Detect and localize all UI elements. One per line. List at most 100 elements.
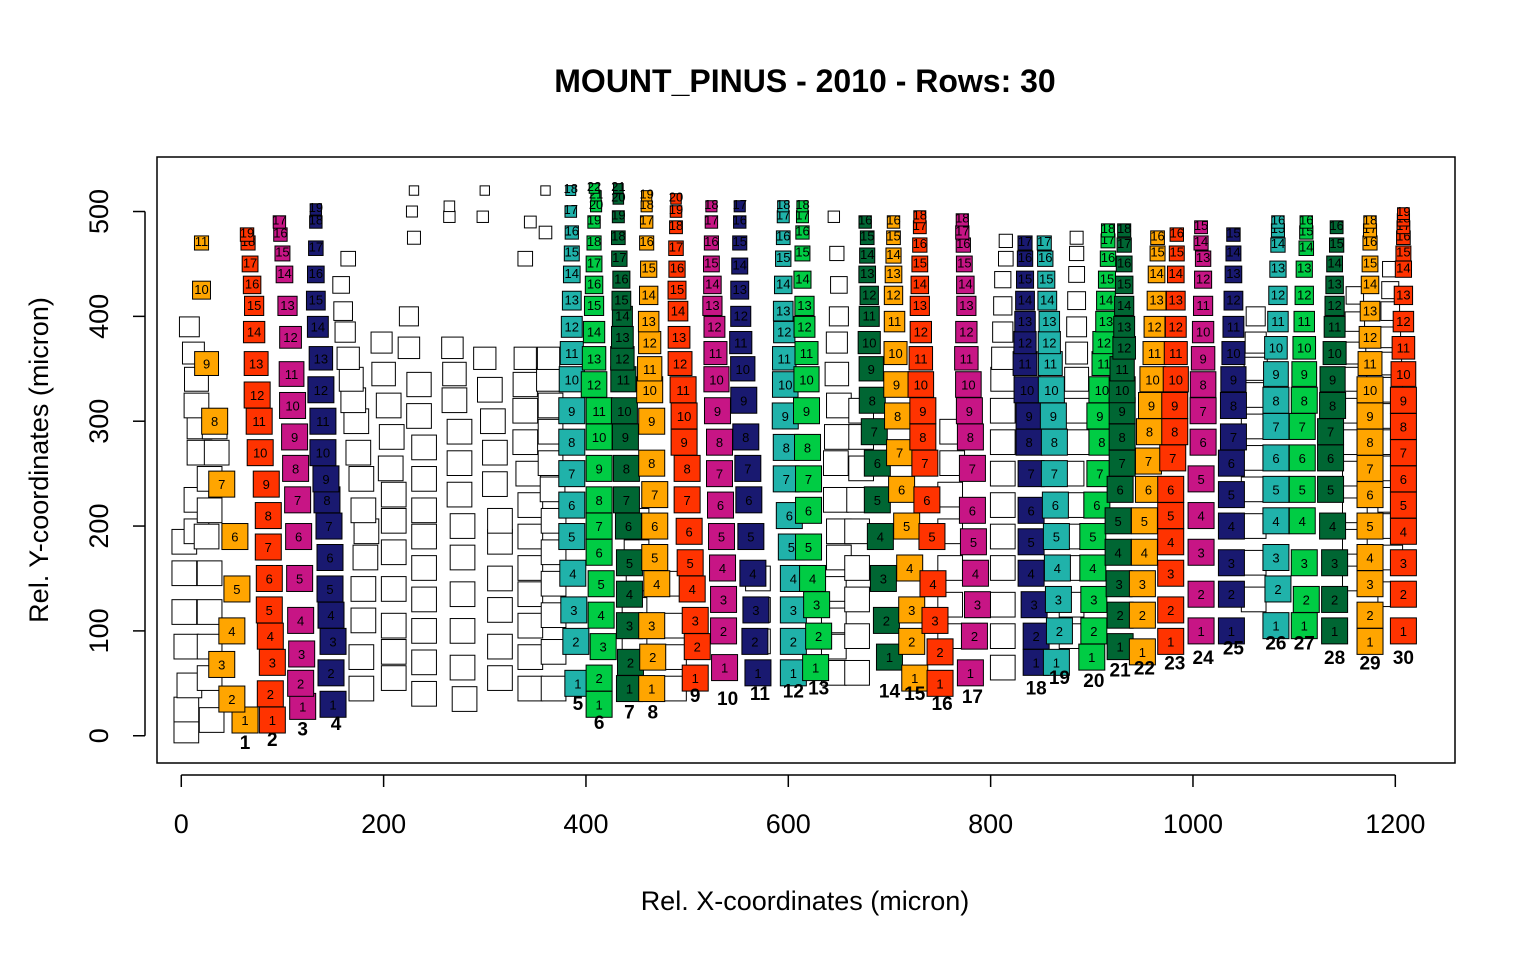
cell-index-label: 10 (778, 378, 792, 393)
cell-index-label: 13 (1117, 319, 1131, 334)
row-21-cell (1106, 601, 1134, 629)
unassigned-cell (380, 576, 407, 602)
cell-index-label: 9 (595, 461, 602, 476)
row-8-cell (639, 285, 659, 306)
row-5-cell (558, 523, 586, 551)
cell-index-label: 9 (648, 414, 655, 429)
row-23-cell (1157, 475, 1185, 503)
row-22-cell (1128, 570, 1156, 598)
row-15-cell (893, 512, 921, 540)
cell-index-label: 14 (1149, 266, 1163, 281)
cell-index-label: 15 (1396, 245, 1410, 260)
cell-index-label: 15 (1194, 218, 1208, 233)
row-8-cell (641, 190, 653, 202)
row-11-cell (734, 454, 762, 482)
unassigned-cell (449, 581, 476, 608)
row-14-cell (866, 523, 894, 551)
cell-index-label: 4 (569, 566, 576, 581)
cell-index-label: 8 (323, 493, 330, 508)
cell-index-label: 2 (267, 687, 274, 702)
row-28-cell (1324, 295, 1345, 316)
cell-index-label: 14 (615, 309, 629, 324)
row-15-cell (896, 554, 924, 582)
cell-index-label: 8 (967, 430, 974, 445)
row-21-cell (1104, 507, 1132, 535)
cell-index-label: 8 (1199, 378, 1206, 393)
cell-index-label: 11 (1271, 314, 1285, 329)
cell-index-label: 2 (815, 629, 822, 644)
row-number-label: 1 (240, 733, 251, 754)
cell-index-label: 14 (671, 303, 685, 318)
y-axis-title: Rel. Y-coordinates (micron) (24, 297, 54, 623)
row-3-cell (278, 361, 305, 387)
unassigned-cell (338, 366, 364, 392)
cell-index-label: 15 (860, 229, 874, 244)
cell-index-label: 15 (913, 255, 927, 270)
row-30-cell (1389, 491, 1417, 519)
row-15-cell (885, 247, 902, 264)
row-22-cell (1128, 638, 1156, 666)
row-number-label: 18 (1026, 679, 1047, 700)
cell-index-label: 13 (1042, 314, 1056, 329)
row-17-cell (956, 275, 975, 295)
unassigned-cell (446, 418, 473, 445)
cell-index-label: 3 (1197, 545, 1204, 560)
cell-index-label: 11 (1328, 319, 1342, 334)
cell-index-label: 14 (913, 277, 927, 292)
cell-index-label: 6 (1299, 451, 1306, 466)
cell-index-label: 16 (1329, 218, 1343, 233)
unassigned-cell (442, 361, 467, 387)
cell-index-label: 5 (718, 530, 725, 545)
row-15-cell (883, 371, 910, 398)
row-29-cell (1356, 454, 1384, 482)
cell-index-label: 15 (776, 250, 790, 265)
unassigned-cell (826, 392, 852, 419)
unassigned-cell (378, 424, 405, 450)
unassigned-cell (380, 665, 407, 691)
cell-index-label: 10 (194, 282, 208, 297)
cell-index-label: 18 (1117, 221, 1131, 236)
cell-index-label: 11 (1018, 357, 1032, 372)
cell-index-label: 3 (752, 603, 759, 618)
cell-index-label: 13 (314, 351, 328, 366)
cell-index-label: 17 (612, 250, 626, 265)
row-7-cell (615, 612, 643, 640)
cell-index-label: 14 (277, 266, 291, 281)
cell-index-label: 16 (309, 266, 323, 281)
cell-index-label: 9 (1050, 409, 1057, 424)
cell-index-label: 2 (327, 666, 334, 681)
row-11-cell (731, 257, 749, 275)
row-2-cell (239, 227, 255, 242)
cell-index-label: 6 (1093, 498, 1100, 513)
unassigned-cell (1240, 476, 1267, 503)
cell-index-label: 2 (971, 629, 978, 644)
cell-index-label: 5 (626, 556, 633, 571)
row-29-cell (1356, 428, 1384, 456)
unassigned-cell (411, 523, 437, 550)
row-13-cell (796, 200, 809, 213)
row-3-cell (288, 640, 316, 668)
cell-index-label: 7 (325, 519, 332, 534)
row-10-cell (711, 654, 739, 682)
row-8-cell (637, 356, 663, 382)
unassigned-cell (994, 271, 1012, 289)
row-19-cell (1041, 491, 1069, 519)
cell-index-label: 15 (1363, 255, 1377, 270)
unassigned-cell (411, 680, 437, 707)
row-26-cell (1263, 361, 1289, 387)
row-26-cell (1264, 336, 1288, 360)
cell-index-label: 6 (1167, 482, 1174, 497)
row-23-cell (1165, 290, 1186, 311)
row-27-cell (1295, 260, 1313, 278)
unassigned-cell (380, 539, 407, 566)
cell-index-label: 19 (611, 207, 625, 222)
cell-index-label: 1 (1088, 650, 1095, 665)
x-tick-label: 200 (361, 809, 406, 839)
cell-index-label: 2 (936, 645, 943, 660)
cell-index-label: 12 (797, 319, 811, 334)
row-30-cell (1389, 386, 1417, 414)
unassigned-cell (1240, 586, 1267, 613)
row-4-cell (316, 575, 344, 603)
cell-index-label: 16 (670, 261, 684, 276)
unassigned-cell (540, 185, 551, 196)
